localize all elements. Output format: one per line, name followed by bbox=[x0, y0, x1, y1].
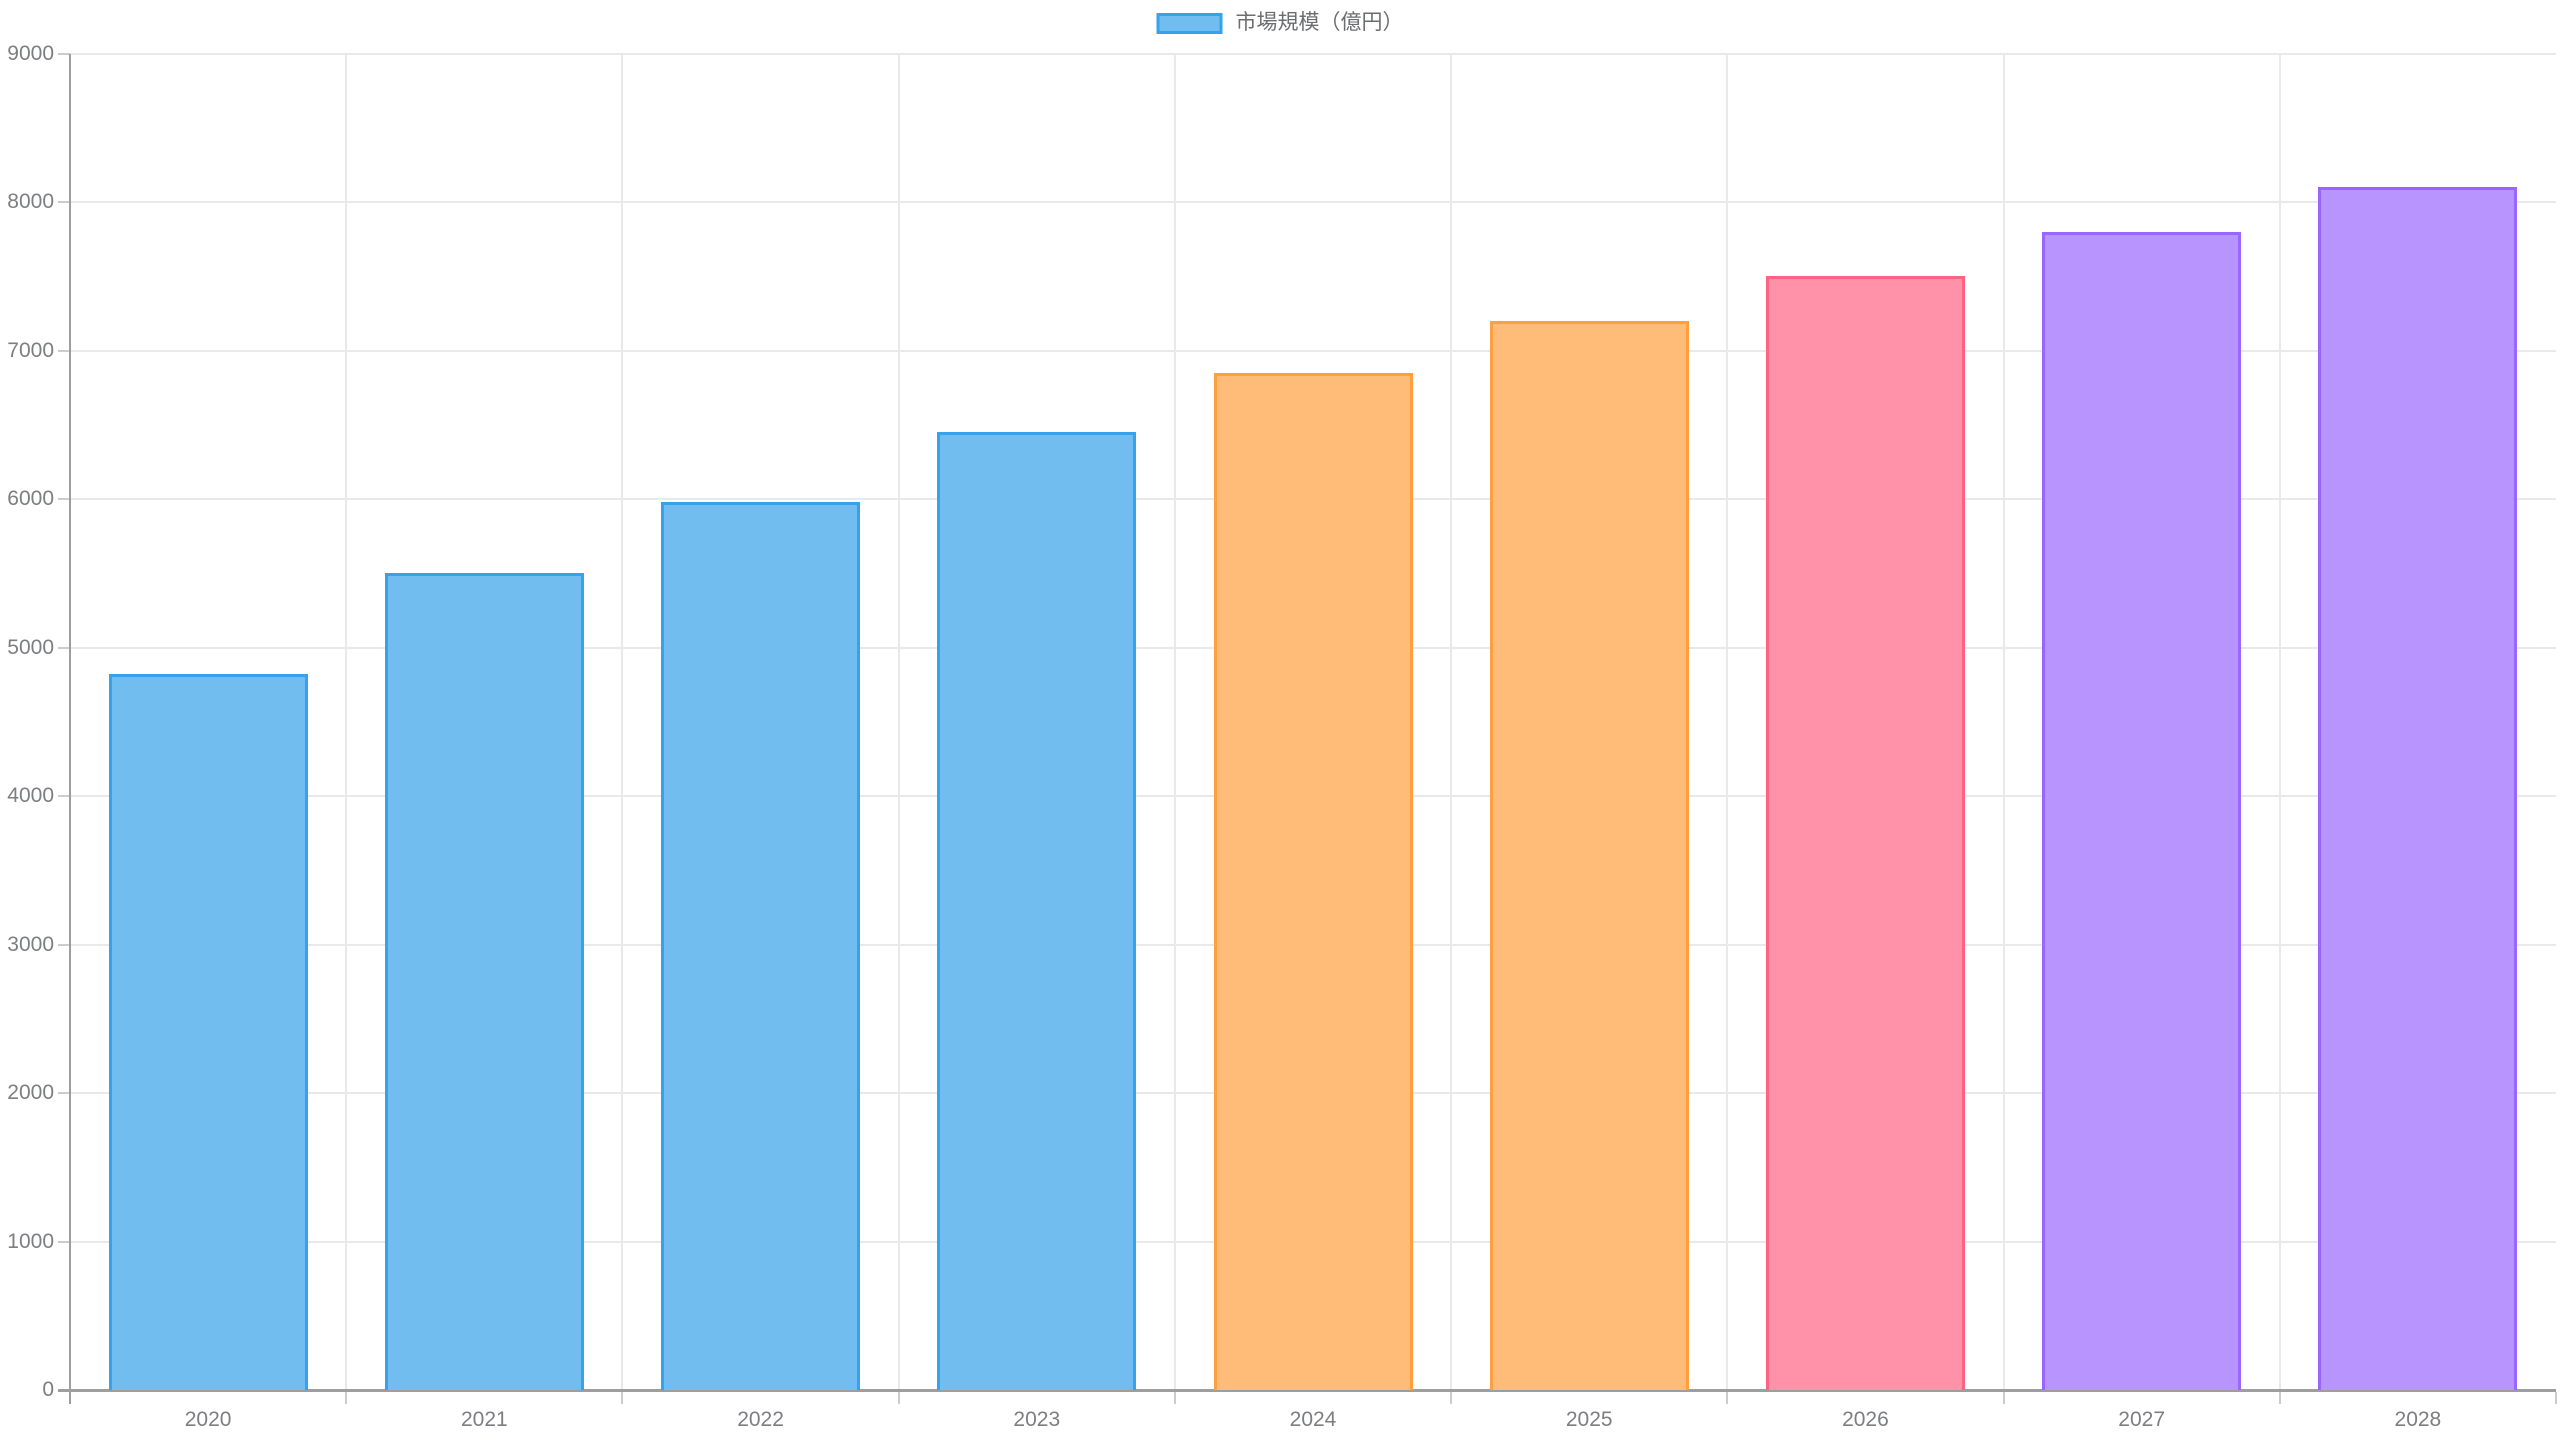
h-gridline bbox=[70, 52, 2556, 55]
x-axis-tick bbox=[897, 1392, 900, 1404]
x-axis-label: 2028 bbox=[2394, 1408, 2442, 1431]
v-gridline bbox=[2278, 53, 2281, 1390]
bar-2020[interactable] bbox=[108, 674, 308, 1390]
legend-swatch-icon bbox=[1156, 12, 1223, 34]
y-axis-tick bbox=[58, 52, 70, 55]
y-axis-label: 7000 bbox=[7, 338, 54, 362]
h-gridline bbox=[70, 201, 2556, 203]
y-axis-tick bbox=[58, 795, 70, 797]
y-axis-label: 6000 bbox=[7, 487, 54, 510]
y-axis-label: 5000 bbox=[7, 635, 54, 659]
chart-legend[interactable]: 市場規模（億円） bbox=[1156, 11, 1404, 35]
bar-2021[interactable] bbox=[384, 573, 584, 1390]
y-axis-label: 3000 bbox=[7, 932, 54, 956]
x-axis-label: 2025 bbox=[1565, 1408, 1613, 1431]
y-axis-tick bbox=[58, 349, 70, 352]
x-axis-tick bbox=[2002, 1392, 2005, 1404]
x-axis-label: 2024 bbox=[1289, 1408, 1337, 1431]
y-axis-tick bbox=[58, 201, 70, 203]
v-gridline bbox=[1726, 53, 1729, 1390]
x-axis-tick bbox=[1173, 1392, 1176, 1404]
y-axis-label: 2000 bbox=[7, 1081, 54, 1104]
y-axis-label: 9000 bbox=[7, 41, 54, 65]
x-axis-label: 2020 bbox=[184, 1408, 232, 1431]
y-axis-label: 8000 bbox=[7, 190, 54, 213]
x-axis-tick bbox=[345, 1392, 348, 1404]
y-axis-tick bbox=[58, 1240, 70, 1243]
y-axis-label: 0 bbox=[42, 1378, 54, 1401]
x-axis-label: 2023 bbox=[1013, 1408, 1061, 1431]
v-gridline bbox=[345, 53, 348, 1390]
bar-2023[interactable] bbox=[937, 432, 1137, 1390]
v-gridline bbox=[1173, 53, 1176, 1390]
x-axis-label: 2021 bbox=[460, 1408, 508, 1431]
y-axis-label: 4000 bbox=[7, 784, 54, 807]
y-axis-tick bbox=[58, 943, 70, 946]
h-gridline bbox=[70, 349, 2556, 352]
x-axis-label: 2027 bbox=[2118, 1408, 2166, 1431]
x-axis-tick bbox=[2278, 1392, 2281, 1404]
bar-2024[interactable] bbox=[1213, 372, 1413, 1390]
y-axis-tick bbox=[58, 498, 70, 500]
v-gridline bbox=[1450, 53, 1453, 1390]
x-axis-label: 2026 bbox=[1842, 1408, 1889, 1431]
legend-label: 市場規模（億円） bbox=[1235, 11, 1404, 34]
y-axis-tick bbox=[58, 646, 70, 649]
v-gridline bbox=[897, 53, 900, 1390]
y-axis-label: 1000 bbox=[7, 1229, 54, 1253]
x-axis-tick bbox=[1726, 1392, 1729, 1404]
bar-2028[interactable] bbox=[2318, 187, 2518, 1390]
x-axis-label: 2022 bbox=[737, 1408, 784, 1431]
bar-2025[interactable] bbox=[1489, 320, 1689, 1390]
x-axis-tick bbox=[621, 1392, 624, 1404]
bar-2022[interactable] bbox=[661, 501, 861, 1390]
x-axis-tick bbox=[1450, 1392, 1453, 1404]
y-axis-line bbox=[69, 53, 71, 1404]
v-gridline bbox=[621, 53, 624, 1390]
x-axis-line bbox=[58, 1389, 2556, 1392]
bar-2027[interactable] bbox=[2042, 231, 2242, 1390]
y-axis-tick bbox=[58, 1092, 70, 1094]
v-gridline bbox=[2002, 53, 2005, 1390]
bar-2026[interactable] bbox=[1765, 276, 1965, 1390]
x-axis-tick bbox=[2555, 1392, 2557, 1404]
